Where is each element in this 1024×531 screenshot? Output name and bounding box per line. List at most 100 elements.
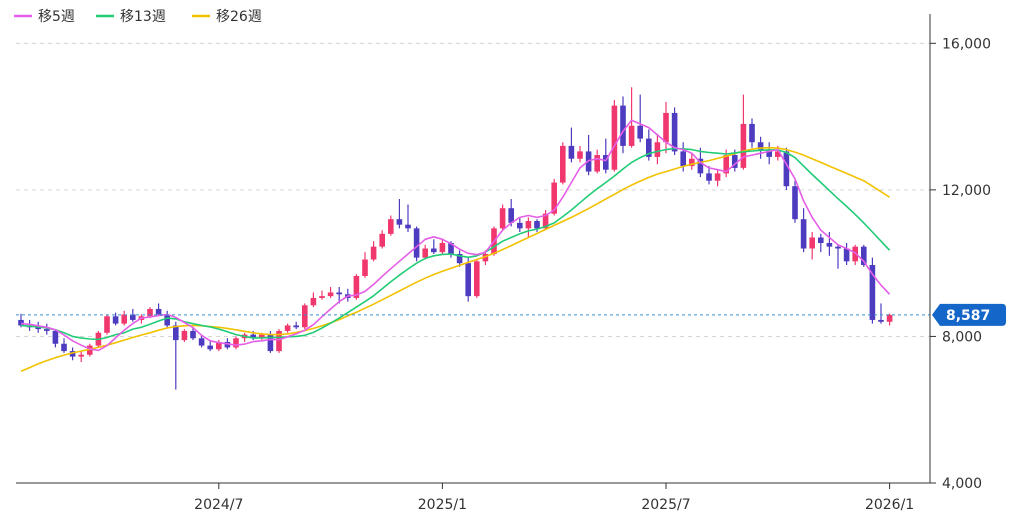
candle-body-74	[646, 138, 652, 157]
candle-60	[525, 217, 532, 238]
candle-76	[663, 101, 669, 154]
candle-17	[155, 303, 162, 317]
candle-body-20	[181, 330, 188, 341]
candle-body-85	[740, 123, 747, 168]
candle-body-96	[835, 246, 841, 249]
candle-33	[293, 321, 299, 330]
candle-59	[517, 217, 523, 233]
ma26-line	[20, 146, 891, 372]
candle-73	[637, 94, 643, 143]
candle-body-32	[284, 325, 291, 331]
candle-47	[413, 226, 420, 262]
last-price-badge	[932, 303, 1006, 326]
candle-8	[78, 351, 84, 363]
candle-body-45	[396, 219, 403, 225]
candle-65	[568, 127, 575, 163]
candle-body-57	[499, 208, 506, 229]
candle-6	[61, 338, 67, 353]
candle-42	[370, 241, 377, 262]
candle-body-91	[792, 186, 798, 220]
candle-body-93	[809, 237, 815, 249]
candle-100	[869, 257, 876, 324]
candle-body-7	[69, 351, 76, 357]
candle-9	[87, 343, 93, 357]
candle-70	[611, 100, 618, 172]
candle-5	[52, 329, 59, 348]
candle-13	[121, 310, 127, 326]
y-tick-label-1: 16,000	[942, 36, 991, 52]
candle-body-83	[723, 155, 729, 174]
candle-body-55	[482, 253, 489, 262]
candle-body-37	[327, 292, 334, 297]
candle-body-24	[216, 341, 222, 350]
candle-body-92	[800, 219, 807, 249]
candle-23	[207, 340, 213, 352]
legend-label-1: 移5週	[38, 9, 75, 25]
candle-body-28	[250, 334, 256, 339]
candle-26	[233, 336, 239, 350]
candle-82	[714, 169, 721, 187]
candle-body-62	[542, 213, 549, 229]
y-axis: 16,000 12,000 8,000 4,000	[929, 14, 991, 492]
candle-body-79	[689, 158, 695, 167]
candle-body-63	[551, 182, 557, 214]
candle-97	[843, 243, 850, 265]
candle-body-82	[714, 173, 721, 181]
candle-body-75	[654, 142, 661, 157]
candle-body-65	[568, 145, 575, 159]
candle-body-26	[233, 338, 239, 348]
candle-body-50	[439, 243, 446, 253]
candle-body-34	[302, 305, 308, 328]
candle-body-19	[173, 325, 179, 341]
y-tick-label-3: 8,000	[942, 329, 982, 345]
candle-20	[181, 329, 188, 342]
chart-legend: 移5週 移13週 移26週	[14, 9, 262, 25]
candle-body-102	[886, 314, 893, 322]
candle-body-31	[276, 330, 282, 352]
candle-102	[886, 313, 893, 326]
candle-body-16	[147, 308, 153, 317]
candle-body-70	[611, 105, 618, 170]
candle-19	[173, 321, 179, 390]
candle-50	[439, 239, 446, 254]
candle-body-33	[293, 325, 299, 328]
candle-44	[388, 215, 394, 236]
candle-21	[190, 327, 196, 341]
candle-body-87	[757, 142, 764, 150]
candle-body-36	[319, 296, 325, 298]
candle-body-1	[18, 319, 24, 326]
candle-body-89	[775, 151, 781, 157]
candle-body-43	[379, 233, 385, 247]
candle-49	[431, 239, 437, 254]
candle-32	[284, 323, 291, 333]
candle-body-14	[130, 314, 136, 320]
candle-body-11	[104, 316, 110, 333]
candle-72	[628, 87, 635, 148]
candle-54	[474, 259, 480, 298]
x-tick-label-3: 2025/7	[641, 497, 690, 513]
candle-body-48	[422, 248, 428, 258]
candle-body-6	[61, 343, 67, 352]
candle-body-95	[826, 243, 833, 247]
candle-body-64	[560, 145, 566, 183]
candle-body-9	[87, 345, 93, 355]
candle-body-69	[603, 155, 609, 170]
candle-68	[594, 149, 600, 174]
candle-41	[362, 252, 368, 278]
candle-75	[654, 134, 661, 165]
legend-label-3: 移26週	[216, 9, 262, 25]
candle-67	[585, 134, 592, 176]
candle-93	[809, 232, 815, 260]
candle-101	[878, 303, 884, 324]
candle-35	[310, 292, 317, 308]
candle-22	[198, 334, 205, 348]
candle-88	[766, 142, 772, 165]
candle-body-5	[52, 330, 59, 344]
ma13-line	[20, 147, 891, 341]
candle-57	[499, 204, 506, 231]
candle-body-22	[198, 338, 205, 346]
candle-body-23	[207, 345, 213, 350]
candle-body-71	[620, 105, 626, 146]
candle-body-84	[732, 155, 738, 168]
